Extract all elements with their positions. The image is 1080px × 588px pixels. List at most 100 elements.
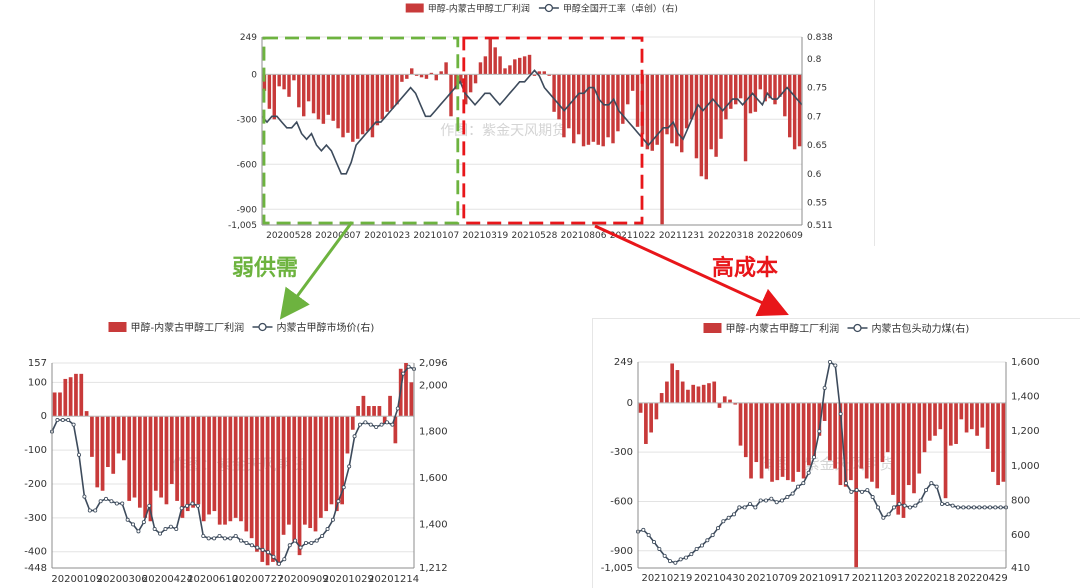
left-bar [84,411,89,417]
left-line-point [185,503,190,508]
top-y-left-tick: 249 [240,33,257,43]
top-bar [405,74,409,79]
left-bar [58,392,62,417]
right-bar [901,402,906,518]
top-y-right-tick: 0.75 [807,84,827,94]
left-x-tick: 20201029 [323,574,374,585]
arrow-green [279,221,354,320]
left-bar [132,416,137,498]
left-bar [372,406,376,417]
left-bar [201,416,206,522]
right-line-point [806,470,811,475]
chart-left: 作图：紫金天风期货1571000-100-200-300-400-4482,09… [24,321,448,585]
left-x-tick: 20200424 [142,574,193,585]
top-bar [626,74,630,105]
right-legend-bar-label: 甲醇-内蒙古甲醇工厂利润 [726,322,840,335]
top-bar [719,74,723,139]
chart-top-panel: 作图：紫金天风期货 249 0 -300 -600 -900 -1,005 0.838 0.8 0… [208,0,875,246]
right-bars [638,363,1006,568]
top-bar [449,74,453,117]
left-bar [191,416,195,508]
left-line-point [125,517,130,522]
right-bar [849,402,853,481]
right-line-point [881,515,886,520]
left-bar [292,416,297,542]
right-line-point [875,505,880,510]
right-bar [880,402,885,463]
right-y-right-tick: 1,000 [1011,461,1040,472]
top-bars [262,38,802,225]
right-bar [738,402,743,446]
left-line-markers [50,364,416,566]
right-bar [938,402,943,430]
right-line-point [993,505,998,510]
right-line-point [982,505,987,510]
left-line-point [276,561,281,566]
right-line-point [779,498,784,503]
top-x-tick: 20210806 [561,231,607,241]
left-bar [143,416,148,518]
top-bar [729,74,733,109]
right-x-tick: 20211203 [852,573,903,584]
right-bar [959,402,964,420]
top-bar [439,71,443,75]
left-bar [356,406,360,417]
top-bar [277,74,281,87]
left-line-point [98,499,103,504]
right-line-point [977,505,982,510]
right-line-point [955,505,960,510]
box-high-cost [462,36,644,225]
right-bar [686,389,690,403]
right-line-point [934,484,939,489]
left-line-point [271,554,276,559]
top-x-tick: 20211022 [610,231,656,241]
right-line-point [870,495,875,500]
top-watermark: 作图：紫金天风期货 [440,122,566,139]
left-bar [265,416,270,566]
top-bar [709,74,713,150]
left-bar [260,416,265,562]
top-bar [454,74,458,90]
left-bar [404,363,408,417]
right-bar [659,393,664,403]
right-line-point [998,505,1003,510]
left-bar [212,416,217,512]
left-line-point [109,499,114,504]
top-bar [645,74,650,150]
right-bar [975,402,979,436]
left-y-right-tick: 2,000 [419,380,448,391]
left-line-point [141,520,146,525]
top-bar [522,56,527,75]
top-bar [395,74,399,105]
left-line-point [368,422,373,427]
left-bar [180,416,185,518]
left-line-point [390,422,395,427]
right-bar [791,402,795,482]
top-bar [552,74,556,112]
right-bar [691,384,696,403]
left-bar [287,416,291,525]
left-bar [345,416,350,454]
right-line-point [923,488,928,493]
top-bar [473,74,478,84]
right-legend-line-label: 内蒙古包头动力煤(右) [872,322,970,335]
left-bar [52,392,57,417]
left-bar [350,416,355,430]
chart-top: 作图：紫金天风期货 249 0 -300 -600 -900 -1,005 0.838 0.8 0… [228,2,833,241]
right-bar [817,402,822,436]
left-bar [303,416,307,525]
left-line-point [330,517,335,522]
top-bar [557,74,561,120]
left-bar [244,416,249,532]
left-line-point [93,508,98,513]
left-bar [361,395,366,417]
right-y-left-tick: -300 [610,447,633,458]
top-bar [287,74,291,97]
left-line-point [60,418,65,423]
top-bar [410,68,414,75]
right-bar [838,402,843,486]
right-y-left-tick: 0 [627,398,633,409]
left-line-point [147,503,152,508]
left-line-point [374,425,379,430]
